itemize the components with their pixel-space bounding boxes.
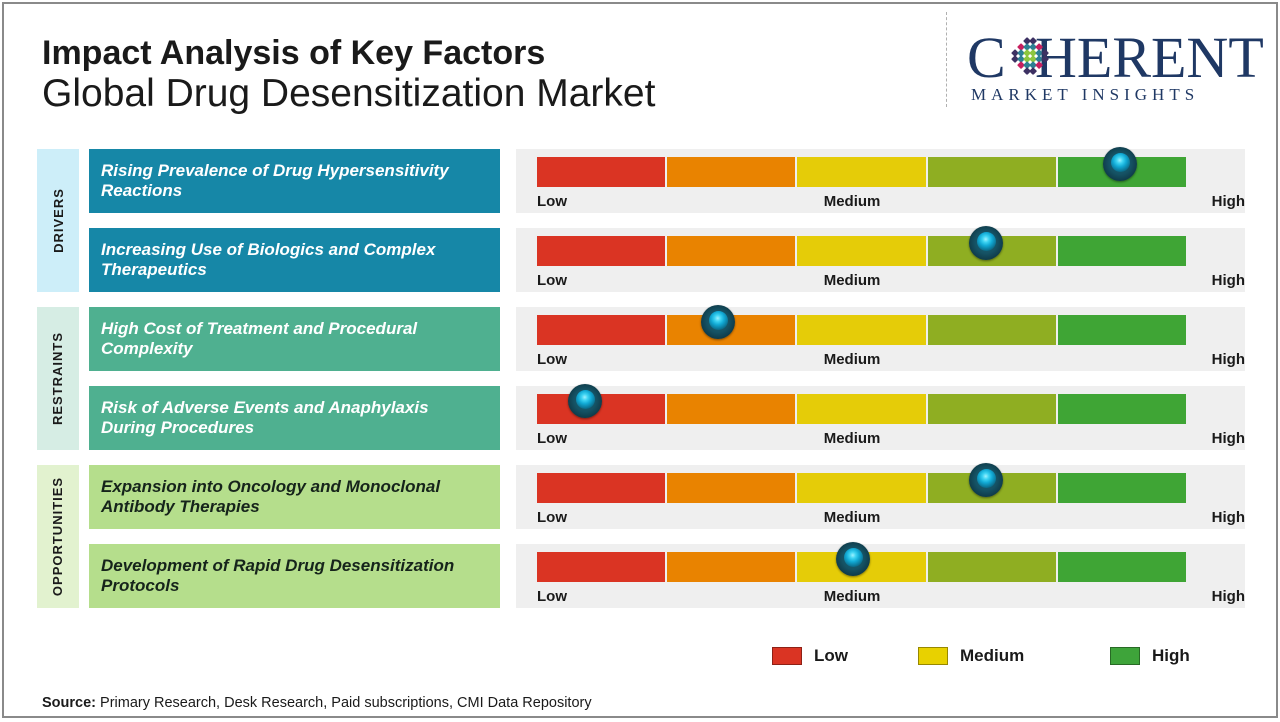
svg-text:C: C — [969, 25, 1006, 90]
svg-text:MARKET INSIGHTS: MARKET INSIGHTS — [971, 85, 1199, 104]
svg-text:HERENT: HERENT — [1035, 25, 1264, 90]
